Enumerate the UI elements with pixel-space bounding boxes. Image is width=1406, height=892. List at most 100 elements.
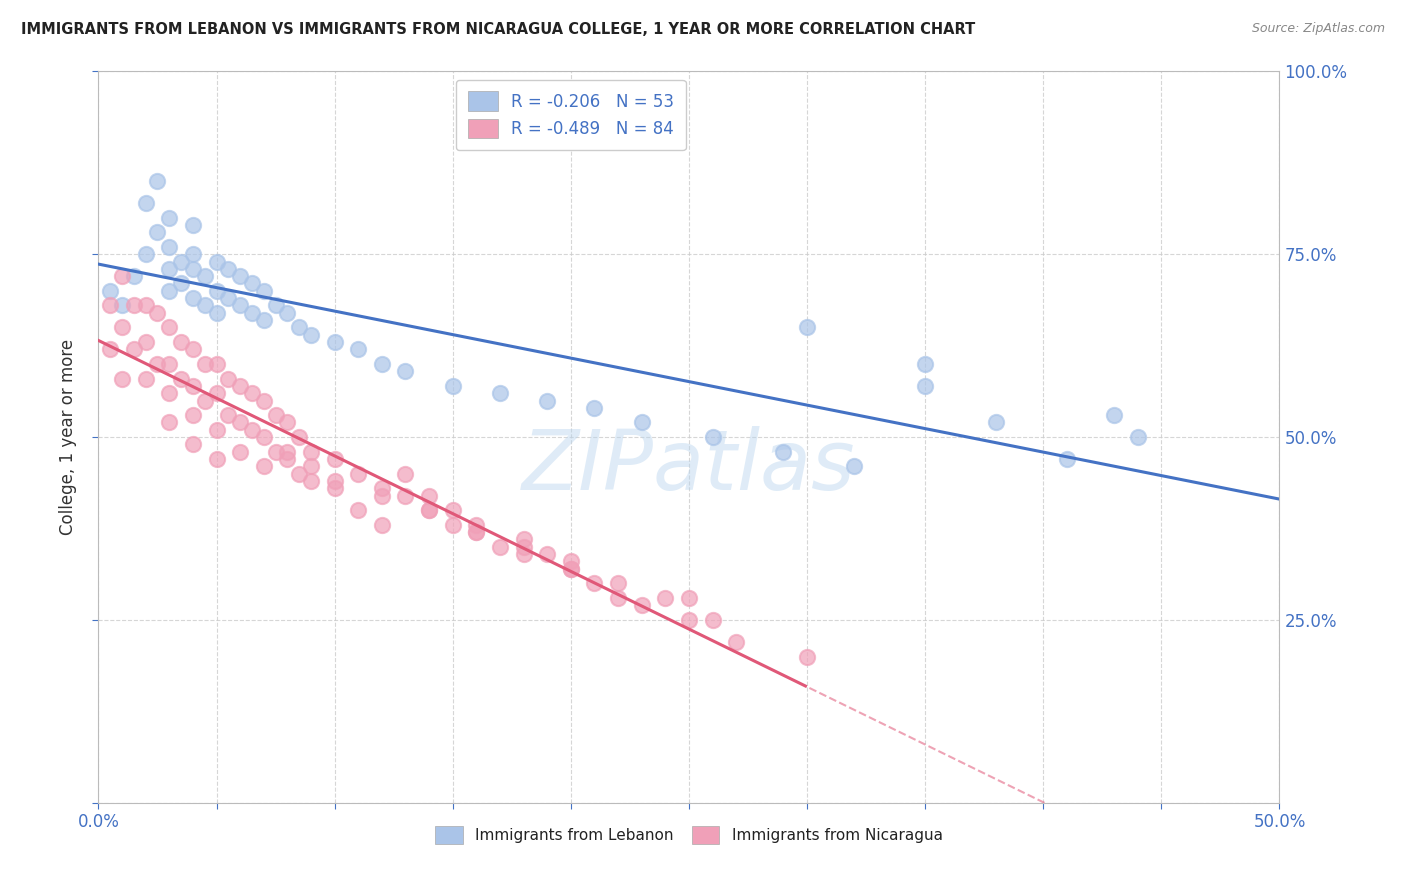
Point <box>135 334 157 349</box>
Point <box>205 306 228 320</box>
Point <box>181 261 204 276</box>
Point <box>394 489 416 503</box>
Point <box>536 393 558 408</box>
Point <box>181 247 204 261</box>
Point <box>194 357 217 371</box>
Point <box>489 386 512 401</box>
Point <box>371 481 394 495</box>
Point <box>205 452 228 467</box>
Point <box>157 211 180 225</box>
Point <box>181 343 204 357</box>
Point <box>170 277 193 291</box>
Point <box>146 306 169 320</box>
Point <box>217 291 239 305</box>
Point <box>418 489 440 503</box>
Point <box>441 503 464 517</box>
Point <box>135 371 157 385</box>
Point <box>299 474 322 488</box>
Point <box>583 401 606 415</box>
Point <box>205 386 228 401</box>
Point <box>654 591 676 605</box>
Point <box>111 371 134 385</box>
Point <box>157 320 180 334</box>
Point <box>1102 408 1125 422</box>
Text: IMMIGRANTS FROM LEBANON VS IMMIGRANTS FROM NICARAGUA COLLEGE, 1 YEAR OR MORE COR: IMMIGRANTS FROM LEBANON VS IMMIGRANTS FR… <box>21 22 976 37</box>
Point <box>288 430 311 444</box>
Point <box>512 547 534 561</box>
Point <box>135 298 157 312</box>
Point <box>157 261 180 276</box>
Point <box>394 364 416 378</box>
Point <box>512 540 534 554</box>
Point <box>1056 452 1078 467</box>
Point <box>288 320 311 334</box>
Point <box>240 277 263 291</box>
Point <box>205 284 228 298</box>
Point <box>796 649 818 664</box>
Point <box>678 613 700 627</box>
Point <box>111 269 134 284</box>
Point <box>607 576 630 591</box>
Point <box>276 452 298 467</box>
Point <box>725 635 748 649</box>
Point <box>844 459 866 474</box>
Point <box>264 408 287 422</box>
Point <box>157 386 180 401</box>
Point <box>122 343 145 357</box>
Point <box>583 576 606 591</box>
Point <box>796 320 818 334</box>
Point <box>371 489 394 503</box>
Point <box>217 371 239 385</box>
Point <box>170 334 193 349</box>
Point <box>560 554 582 568</box>
Point <box>323 481 346 495</box>
Point <box>181 437 204 451</box>
Point <box>264 444 287 458</box>
Point <box>371 517 394 532</box>
Point <box>371 357 394 371</box>
Point <box>276 416 298 430</box>
Point <box>394 467 416 481</box>
Point <box>323 334 346 349</box>
Point <box>157 284 180 298</box>
Point <box>98 284 121 298</box>
Point <box>536 547 558 561</box>
Point <box>253 313 276 327</box>
Point <box>323 474 346 488</box>
Point <box>181 291 204 305</box>
Point <box>122 298 145 312</box>
Point <box>441 379 464 393</box>
Y-axis label: College, 1 year or more: College, 1 year or more <box>59 339 77 535</box>
Point <box>702 613 724 627</box>
Point <box>194 269 217 284</box>
Point <box>194 393 217 408</box>
Point <box>276 444 298 458</box>
Point <box>135 196 157 211</box>
Point <box>170 371 193 385</box>
Point <box>253 459 276 474</box>
Point <box>702 430 724 444</box>
Text: ZIPatlas: ZIPatlas <box>522 425 856 507</box>
Point <box>157 416 180 430</box>
Point <box>607 591 630 605</box>
Point <box>205 254 228 268</box>
Point <box>122 269 145 284</box>
Point <box>217 408 239 422</box>
Point <box>111 298 134 312</box>
Point <box>146 357 169 371</box>
Point <box>630 599 652 613</box>
Point <box>170 254 193 268</box>
Point <box>240 306 263 320</box>
Point <box>299 444 322 458</box>
Point <box>240 386 263 401</box>
Point <box>560 562 582 576</box>
Point <box>347 343 370 357</box>
Point <box>276 306 298 320</box>
Point <box>323 452 346 467</box>
Point <box>772 444 794 458</box>
Point <box>146 174 169 188</box>
Point <box>98 298 121 312</box>
Point <box>914 357 936 371</box>
Point <box>111 320 134 334</box>
Point <box>418 503 440 517</box>
